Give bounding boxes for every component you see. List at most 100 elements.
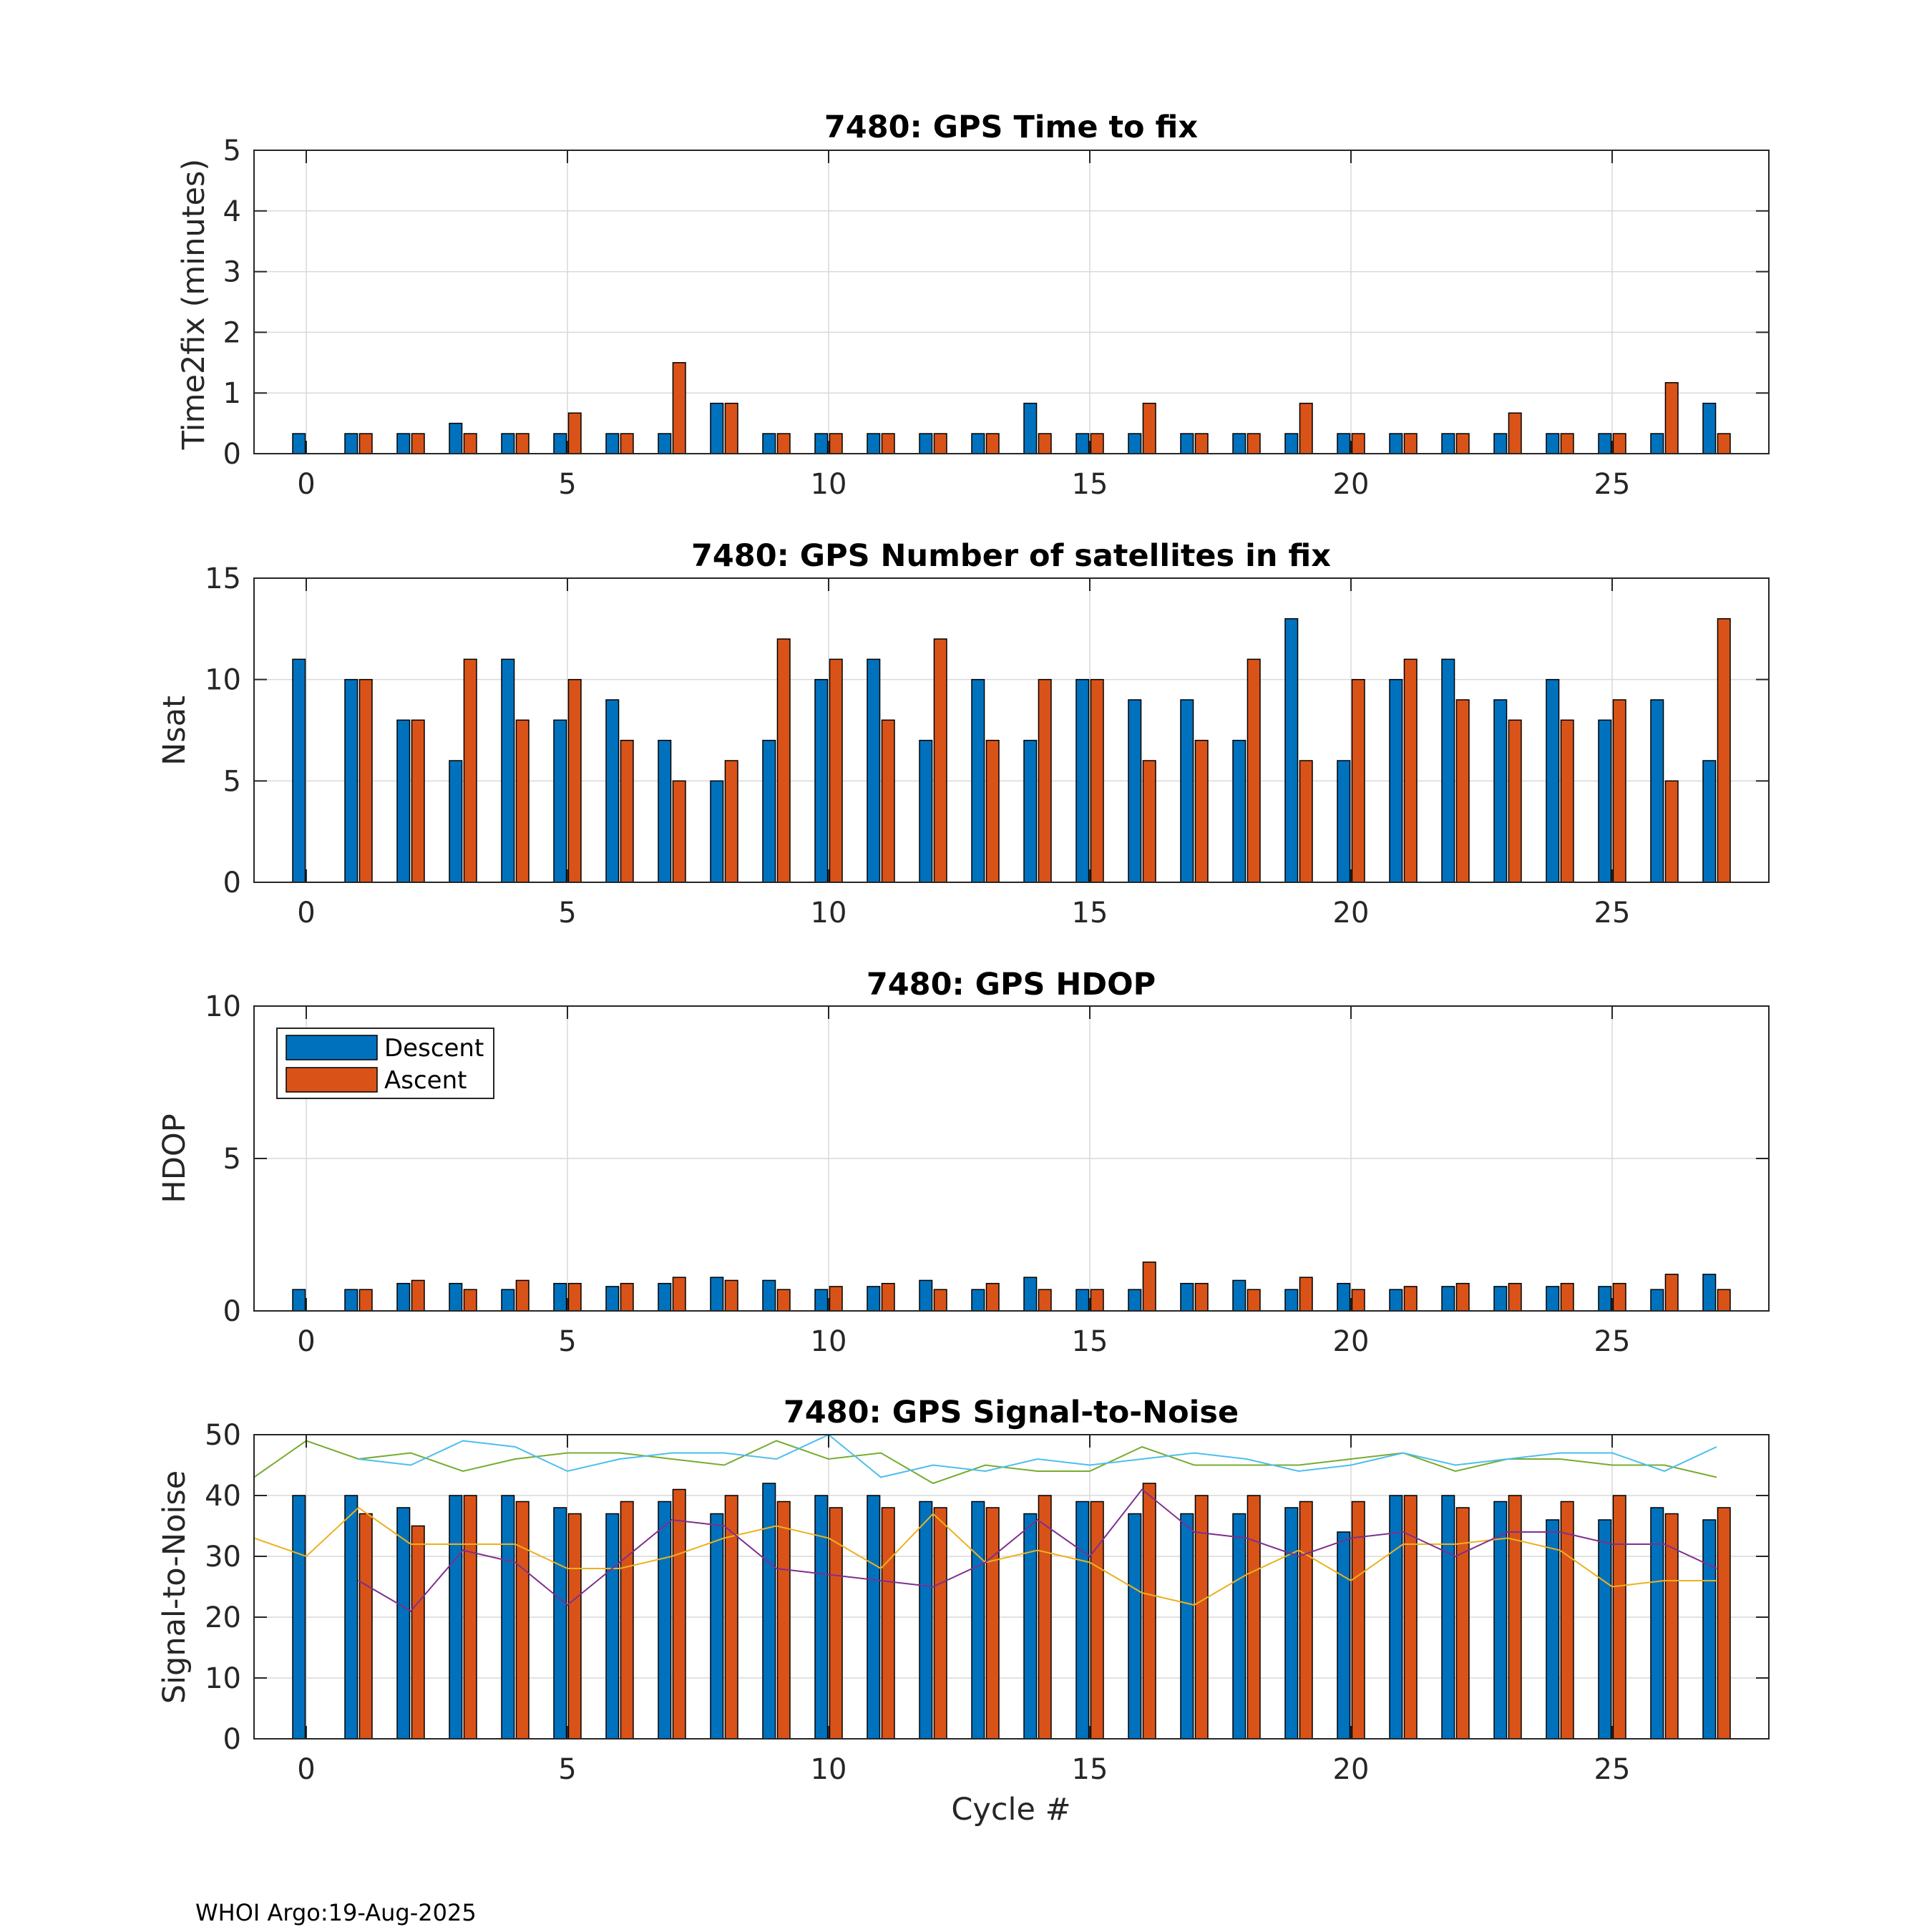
bar-descent [1493, 433, 1508, 454]
bar-ascent [776, 1289, 791, 1312]
chart-title: 7480: GPS Time to fix [824, 109, 1199, 145]
y-axis-label: HDOP [157, 1113, 192, 1203]
bar-ascent [1194, 433, 1209, 454]
bar-descent [1493, 699, 1508, 883]
x-tick-label: 5 [558, 1325, 576, 1358]
bar-ascent [881, 433, 895, 454]
bar-descent [919, 1501, 933, 1740]
bar-descent [971, 433, 985, 454]
bar-descent [1023, 1513, 1038, 1740]
bar-ascent [1403, 658, 1418, 883]
bar-descent [1023, 1277, 1038, 1312]
snr-series-line [253, 1440, 1717, 1485]
x-tick-label: 5 [558, 1753, 576, 1786]
bar-ascent [933, 433, 947, 454]
y-tick-label: 5 [223, 135, 241, 167]
bar-descent [1702, 1274, 1717, 1312]
bar-descent [710, 402, 724, 454]
bar-ascent [1090, 678, 1104, 883]
bar-descent [658, 433, 672, 454]
footer-text: WHOI Argo:19-Aug-2025 [195, 1899, 477, 1926]
bar-ascent [776, 433, 791, 454]
x-tick-label: 0 [297, 1753, 315, 1786]
bar-descent [762, 433, 776, 454]
bar-descent [1598, 433, 1612, 454]
y-tick-label: 3 [223, 256, 241, 289]
bar-descent [344, 678, 358, 883]
bar-descent [1650, 1289, 1664, 1312]
bar-descent [867, 1495, 881, 1740]
bar-ascent [985, 1507, 1000, 1740]
bar-ascent [1455, 433, 1470, 454]
bar-ascent [776, 638, 791, 883]
bar-descent [1128, 699, 1142, 883]
bar-descent [1546, 1519, 1560, 1740]
bar-ascent [1351, 678, 1365, 883]
bar-ascent [672, 780, 686, 883]
bar-ascent [620, 1501, 634, 1740]
y-tick-label: 0 [223, 1295, 241, 1328]
bar-ascent [1508, 1282, 1522, 1312]
bar-ascent [1038, 678, 1052, 883]
bar-ascent [881, 719, 895, 883]
bar-ascent [672, 1488, 686, 1740]
bar-descent [605, 433, 620, 454]
bar-ascent [724, 402, 738, 454]
x-tick-label: 10 [811, 1753, 847, 1786]
bar-descent [1128, 433, 1142, 454]
bar-ascent [933, 1507, 947, 1740]
bar-ascent [463, 658, 477, 883]
bar-descent [1441, 433, 1455, 454]
bar-ascent [1142, 760, 1156, 883]
bar-descent [1180, 699, 1194, 883]
bar-ascent [985, 1282, 1000, 1312]
bar-descent [553, 1282, 567, 1312]
legend-swatch-ascent [286, 1067, 378, 1093]
bar-ascent [515, 1501, 530, 1740]
chart-title: 7480: GPS HDOP [867, 967, 1156, 1002]
bar-ascent [1299, 1501, 1313, 1740]
bar-descent [1389, 678, 1403, 883]
bar-ascent [515, 433, 530, 454]
y-tick-label: 50 [205, 1419, 241, 1452]
bar-descent [971, 1501, 985, 1740]
legend-label-descent: Descent [384, 1034, 484, 1063]
bar-descent [1075, 433, 1090, 454]
x-tick-label: 10 [811, 897, 847, 930]
bar-ascent [567, 1513, 582, 1740]
y-axis-label: Signal-to-Noise [157, 1470, 192, 1704]
bar-ascent [1612, 433, 1626, 454]
bar-ascent [1194, 739, 1209, 883]
bar-descent [396, 1282, 411, 1312]
bar-descent [867, 658, 881, 883]
bar-descent [971, 1289, 985, 1312]
bar-ascent [411, 1525, 425, 1740]
bar-descent [1441, 1495, 1455, 1740]
bar-ascent [1351, 1289, 1365, 1312]
bar-ascent [1508, 412, 1522, 454]
x-tick-label: 20 [1333, 1325, 1370, 1358]
bar-descent [1441, 1286, 1455, 1312]
x-tick-label: 25 [1594, 1753, 1631, 1786]
bar-descent [1546, 433, 1560, 454]
bar-descent [396, 719, 411, 883]
plot-area-signal-to-noise: 0 5 10 15 20 25 0 10 20 30 40 50 [205, 1419, 1770, 1786]
bar-ascent [1246, 658, 1261, 883]
bar-descent [1650, 1507, 1664, 1740]
bar-ascent [463, 1495, 477, 1740]
bar-descent [1389, 1289, 1403, 1312]
bar-descent [1337, 1531, 1351, 1740]
bar-descent [919, 739, 933, 883]
bar-ascent [881, 1282, 895, 1312]
x-tick-label: 20 [1333, 468, 1370, 501]
bar-descent [1598, 1286, 1612, 1312]
x-tick-label: 15 [1072, 1325, 1108, 1358]
y-tick-label: 10 [205, 664, 241, 697]
bar-ascent [1612, 1282, 1626, 1312]
x-tick-label: 5 [558, 468, 576, 501]
bar-ascent [1246, 433, 1261, 454]
bar-ascent [672, 362, 686, 454]
bar-descent [1546, 1286, 1560, 1312]
bar-ascent [358, 678, 373, 883]
x-tick-label: 20 [1333, 897, 1370, 930]
